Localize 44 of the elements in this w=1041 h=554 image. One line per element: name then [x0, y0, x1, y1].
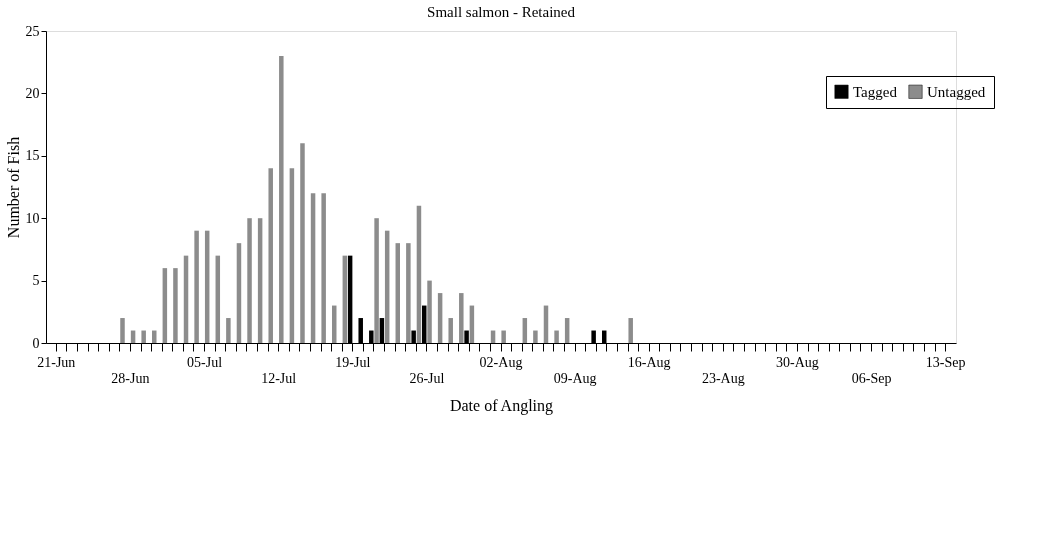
y-axis-title: Number of Fish [4, 136, 22, 239]
bar [120, 318, 125, 343]
bar [194, 230, 199, 343]
bar [406, 243, 411, 343]
x-tick-label: 21-Jun [37, 354, 76, 370]
bar [628, 318, 633, 343]
x-tick-label: 23-Aug [701, 370, 745, 386]
y-tick-label: 5 [32, 273, 40, 289]
y-tick-label: 10 [25, 210, 40, 226]
bar [279, 55, 284, 343]
x-tick-label: 19-Jul [335, 354, 371, 370]
bar [152, 330, 157, 343]
bar [141, 330, 146, 343]
y-tick-label: 20 [25, 85, 40, 101]
bar [374, 218, 379, 343]
bar [300, 143, 305, 343]
chart-title: Small salmon - Retained [427, 4, 576, 20]
bar [448, 318, 453, 343]
x-tick-label: 26-Jul [409, 370, 445, 386]
x-tick-label: 06-Sep [851, 370, 892, 386]
x-tick-label: 09-Aug [553, 370, 597, 386]
legend-label: Tagged [853, 83, 898, 100]
bar [501, 330, 506, 343]
bar [173, 268, 178, 343]
y-tick-label: 15 [25, 148, 40, 164]
x-tick-label: 02-Aug [479, 354, 523, 370]
bar [226, 318, 231, 343]
x-tick-label: 16-Aug [627, 354, 671, 370]
bar [427, 280, 432, 343]
y-tick-label: 0 [32, 335, 40, 351]
bar [321, 193, 326, 343]
x-tick-label: 13-Sep [925, 354, 966, 370]
bar [247, 218, 252, 343]
bar [268, 168, 273, 343]
bar [533, 330, 538, 343]
bar [554, 330, 559, 343]
x-tick-label: 28-Jun [111, 370, 150, 386]
bar [459, 293, 464, 343]
x-tick-label: 05-Jul [187, 354, 223, 370]
x-axis-title: Date of Angling [449, 396, 554, 415]
x-tick-label: 30-Aug [776, 354, 819, 370]
y-tick-label: 25 [25, 23, 40, 39]
x-tick-label: 12-Jul [261, 370, 297, 386]
legend-label: Untagged [927, 83, 986, 100]
